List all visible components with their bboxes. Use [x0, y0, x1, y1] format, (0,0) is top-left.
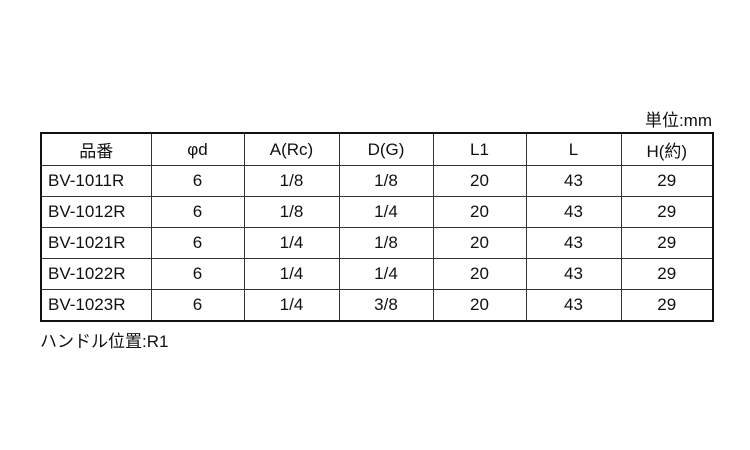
- column-header: A(Rc): [243, 132, 340, 166]
- table-cell: 29: [620, 165, 714, 197]
- table-cell: 20: [432, 227, 527, 259]
- table-cell: 1/8: [243, 196, 340, 228]
- column-header: D(G): [338, 132, 434, 166]
- table-cell: 1/4: [338, 258, 434, 290]
- table-cell: 6: [150, 165, 245, 197]
- table-cell: 6: [150, 258, 245, 290]
- table-cell: 20: [432, 289, 527, 322]
- table-cell: 6: [150, 289, 245, 322]
- table-cell: 20: [432, 196, 527, 228]
- table-cell: 29: [620, 196, 714, 228]
- column-header: L: [525, 132, 622, 166]
- table-row: BV-1023R 6 1/4 3/8 20 43 29: [40, 289, 714, 322]
- part-number-cell: BV-1012R: [40, 196, 152, 228]
- column-header: 品番: [40, 132, 152, 166]
- table-cell: 20: [432, 258, 527, 290]
- table-cell: 1/4: [338, 196, 434, 228]
- part-number-cell: BV-1022R: [40, 258, 152, 290]
- part-number-cell: BV-1023R: [40, 289, 152, 322]
- part-number-cell: BV-1021R: [40, 227, 152, 259]
- table-row: BV-1021R 6 1/4 1/8 20 43 29: [40, 227, 714, 259]
- table-cell: 3/8: [338, 289, 434, 322]
- table-cell: 6: [150, 196, 245, 228]
- column-header: L1: [432, 132, 527, 166]
- table-cell: 1/4: [243, 258, 340, 290]
- table-cell: 43: [525, 227, 622, 259]
- table-cell: 43: [525, 196, 622, 228]
- part-number-cell: BV-1011R: [40, 165, 152, 197]
- spec-table: 品番 φd A(Rc) D(G) L1 L H(約) BV-1011R 6 1/8 1/8 20 43…: [40, 132, 714, 322]
- table-row: BV-1012R 6 1/8 1/4 20 43 29: [40, 196, 714, 228]
- column-header: φd: [150, 132, 245, 166]
- table-cell: 29: [620, 227, 714, 259]
- table-header-row: 品番 φd A(Rc) D(G) L1 L H(約): [40, 132, 714, 166]
- table-cell: 1/8: [338, 227, 434, 259]
- table-cell: 1/8: [243, 165, 340, 197]
- table-cell: 43: [525, 289, 622, 322]
- table-row: BV-1011R 6 1/8 1/8 20 43 29: [40, 165, 714, 197]
- table-cell: 1/8: [338, 165, 434, 197]
- unit-label: 単位:mm: [644, 111, 712, 130]
- handle-position-note: ハンドル位置:R1: [40, 332, 169, 351]
- column-header: H(約): [620, 132, 714, 166]
- table-cell: 43: [525, 258, 622, 290]
- table-cell: 20: [432, 165, 527, 197]
- table-cell: 1/4: [243, 227, 340, 259]
- table-cell: 1/4: [243, 289, 340, 322]
- table-cell: 29: [620, 289, 714, 322]
- table-cell: 43: [525, 165, 622, 197]
- table-row: BV-1022R 6 1/4 1/4 20 43 29: [40, 258, 714, 290]
- table-cell: 6: [150, 227, 245, 259]
- table-cell: 29: [620, 258, 714, 290]
